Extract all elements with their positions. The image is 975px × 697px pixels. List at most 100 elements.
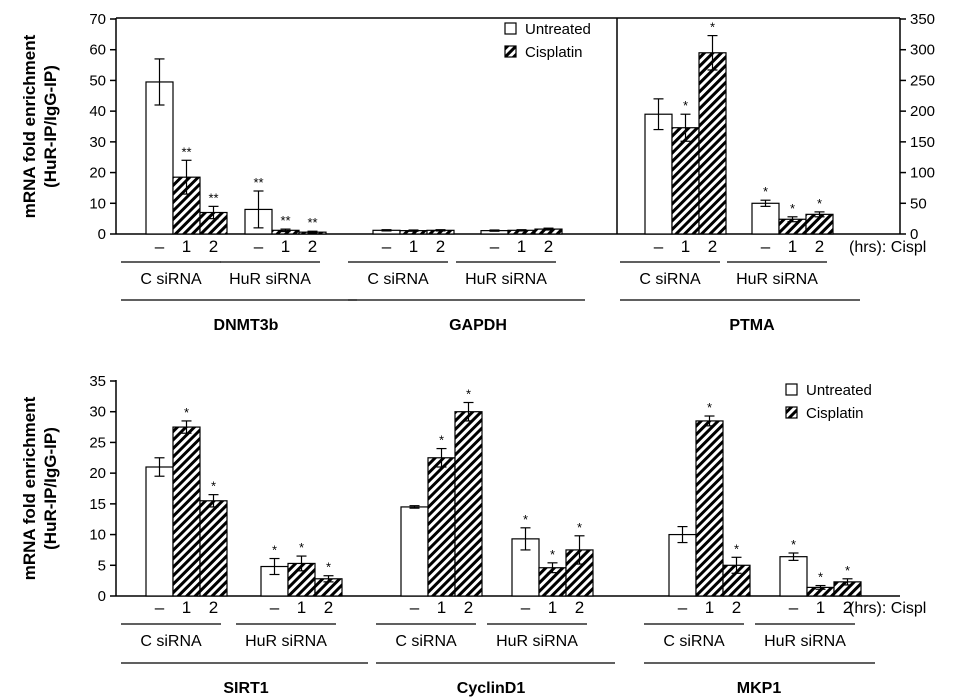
time-label: 2 <box>324 598 333 617</box>
time-label: 2 <box>308 237 317 256</box>
time-label: 2 <box>708 237 717 256</box>
time-label: – <box>155 237 165 256</box>
significance-marker: * <box>326 560 331 575</box>
significance-marker: * <box>791 537 796 552</box>
bar-untreated <box>145 81 174 235</box>
significance-marker: * <box>818 570 823 585</box>
y-tick-label: 20 <box>89 165 106 182</box>
time-label: 1 <box>788 237 797 256</box>
time-label: – <box>155 598 165 617</box>
sirna-label: C siRNA <box>639 271 701 288</box>
bar-cisplatin <box>199 500 228 597</box>
y-tick-label-right: 350 <box>910 11 935 28</box>
time-label: 2 <box>464 598 473 617</box>
time-label: 1 <box>281 237 290 256</box>
significance-marker: * <box>790 201 795 216</box>
significance-marker: * <box>577 520 582 535</box>
significance-marker: * <box>184 405 189 420</box>
bar-cisplatin <box>695 420 724 597</box>
time-label: 2 <box>575 598 584 617</box>
bar-cisplatin <box>454 411 483 597</box>
y-axis-label: (HuR-IP/IgG-IP) <box>41 427 60 550</box>
time-label: 1 <box>816 598 825 617</box>
bar-cisplatin <box>427 457 456 597</box>
significance-marker: ** <box>307 215 317 230</box>
legend-swatch-untreated <box>785 383 798 396</box>
time-label: 2 <box>436 237 445 256</box>
significance-marker: * <box>707 400 712 415</box>
bar-untreated <box>751 202 780 235</box>
y-tick-label: 30 <box>89 404 106 421</box>
hrs-cispl-label: (hrs): Cispl <box>849 600 926 617</box>
significance-marker: * <box>817 196 822 211</box>
y-tick-label: 35 <box>89 373 106 390</box>
sirna-label: C siRNA <box>367 271 429 288</box>
gene-label: MKP1 <box>737 680 782 697</box>
legend-label-cisplatin: Cisplatin <box>806 405 864 422</box>
y-tick-label: 15 <box>89 496 106 513</box>
significance-marker: ** <box>181 144 191 159</box>
y-tick-label-right: 50 <box>910 195 927 212</box>
hrs-cispl-label: (hrs): Cispl <box>849 239 926 256</box>
y-tick-label-right: 300 <box>910 42 935 59</box>
significance-marker: * <box>683 98 688 113</box>
time-label: 2 <box>843 598 852 617</box>
y-tick-label-right: 150 <box>910 134 935 151</box>
bar-untreated <box>400 506 429 597</box>
y-axis-label: (HuR-IP/IgG-IP) <box>41 65 60 188</box>
significance-marker: * <box>710 20 715 35</box>
time-label: – <box>270 598 280 617</box>
sirna-label: C siRNA <box>140 271 202 288</box>
gene-label: GAPDH <box>449 317 507 334</box>
y-tick-label-right: 0 <box>910 226 918 243</box>
y-tick-label: 10 <box>89 195 106 212</box>
sirna-label: HuR siRNA <box>764 633 846 650</box>
y-tick-label-right: 100 <box>910 165 935 182</box>
time-label: 2 <box>544 237 553 256</box>
time-label: – <box>490 237 500 256</box>
time-label: 1 <box>182 237 191 256</box>
time-label: 1 <box>681 237 690 256</box>
significance-marker: * <box>550 547 555 562</box>
time-label: 1 <box>297 598 306 617</box>
y-axis-label: mRNA fold enrichment <box>20 34 39 218</box>
bar-untreated <box>779 556 808 597</box>
sirna-label: HuR siRNA <box>736 271 818 288</box>
bar-untreated <box>145 466 174 597</box>
y-tick-label: 60 <box>89 42 106 59</box>
legend-swatch-cisplatin <box>785 406 798 419</box>
significance-marker: ** <box>208 190 218 205</box>
sirna-label: HuR siRNA <box>465 271 547 288</box>
y-tick-label: 25 <box>89 434 106 451</box>
bar-cisplatin <box>172 426 201 597</box>
y-tick-label: 50 <box>89 72 106 89</box>
time-label: – <box>410 598 420 617</box>
y-tick-label: 70 <box>89 11 106 28</box>
y-tick-label: 10 <box>89 527 106 544</box>
sirna-label: C siRNA <box>395 633 457 650</box>
bar-untreated <box>644 113 673 235</box>
y-tick-label: 0 <box>98 588 106 605</box>
time-label: 1 <box>182 598 191 617</box>
time-label: 2 <box>732 598 741 617</box>
sirna-label: C siRNA <box>140 633 202 650</box>
significance-marker: * <box>734 541 739 556</box>
time-label: 1 <box>548 598 557 617</box>
y-tick-label: 20 <box>89 465 106 482</box>
sirna-label: HuR siRNA <box>496 633 578 650</box>
time-label: 2 <box>209 598 218 617</box>
time-label: – <box>382 237 392 256</box>
significance-marker: * <box>763 184 768 199</box>
significance-marker: * <box>466 387 471 402</box>
legend-swatch-untreated <box>504 22 517 35</box>
bar-cisplatin <box>698 52 727 235</box>
y-tick-label: 5 <box>98 557 106 574</box>
gene-label: CyclinD1 <box>457 680 526 697</box>
legend-label-untreated: Untreated <box>525 21 591 38</box>
time-label: – <box>254 237 264 256</box>
significance-marker: * <box>299 540 304 555</box>
time-label: 1 <box>409 237 418 256</box>
time-label: 1 <box>517 237 526 256</box>
time-label: – <box>521 598 531 617</box>
